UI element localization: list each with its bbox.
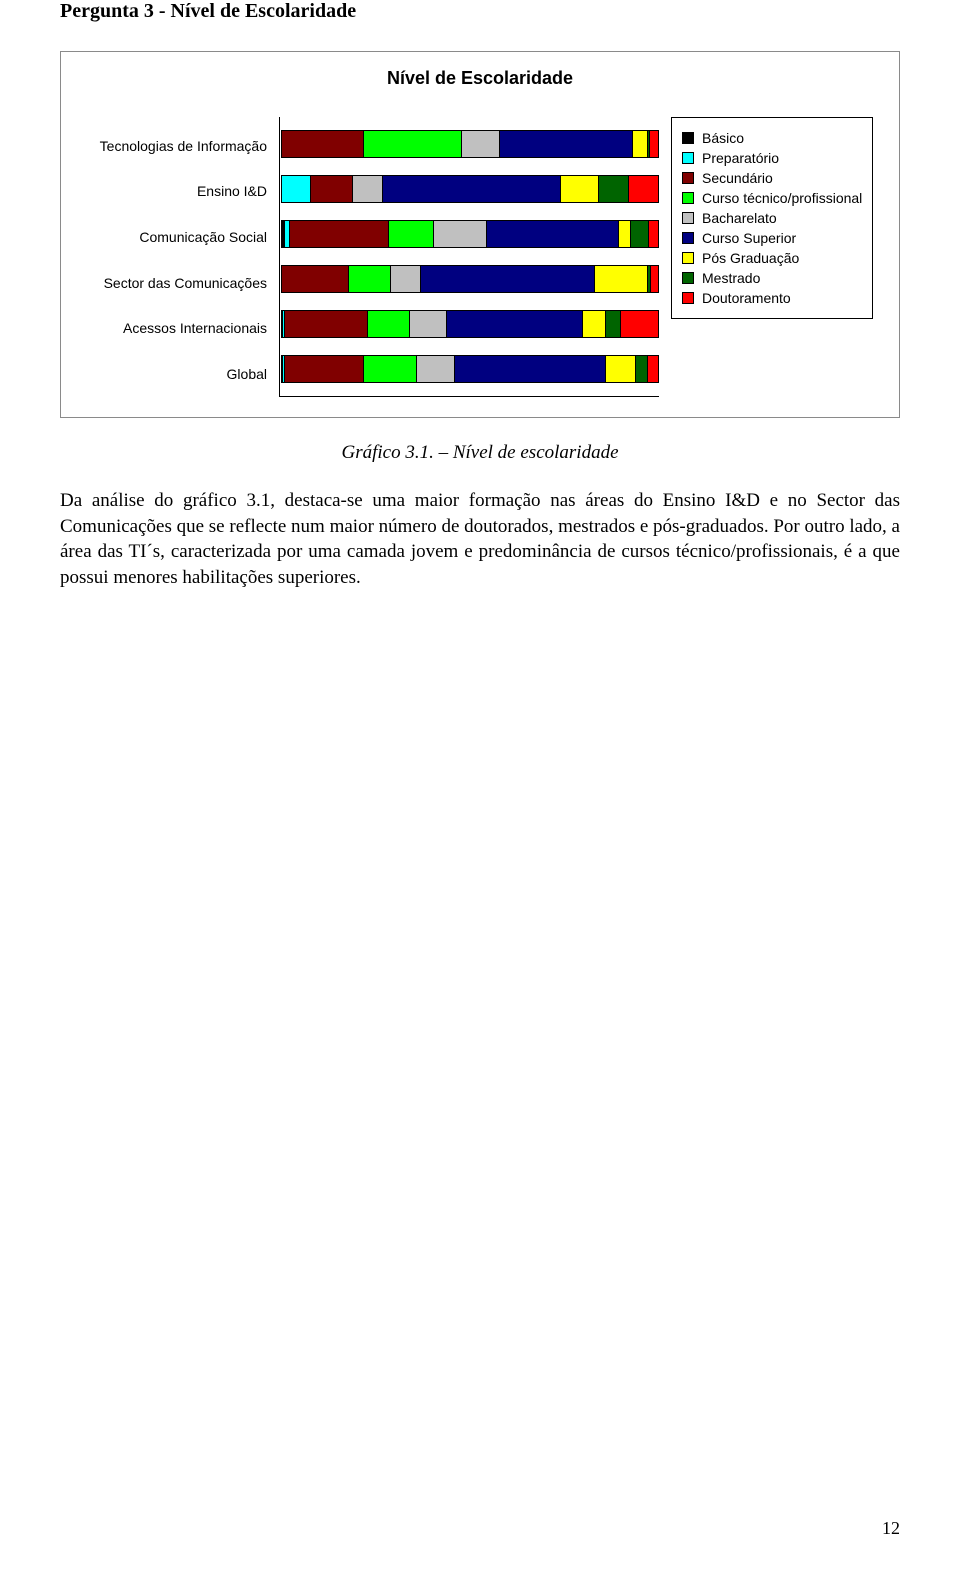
bar-segment [368,310,410,338]
legend-label: Curso técnico/profissional [702,190,862,206]
bar-row [281,175,659,203]
legend-swatch [682,132,694,144]
legend-label: Secundário [702,170,773,186]
legend-label: Preparatório [702,150,779,166]
bar-segment [281,130,364,158]
bar-row [281,220,659,248]
y-axis-label: Global [77,356,267,392]
bar-segment [383,175,561,203]
y-axis-label: Comunicação Social [77,219,267,255]
bar-segment [447,310,583,338]
bar-segment [636,355,647,383]
legend-item: Preparatório [682,150,862,166]
bar-segment [606,310,621,338]
bar-segment [285,310,368,338]
bar-segment [455,355,606,383]
analysis-paragraph: Da análise do gráfico 3.1, destaca-se um… [60,488,900,591]
chart-legend: Básico Preparatório Secundário Curso técnic… [671,117,873,319]
y-axis-label: Sector das Comunicações [77,265,267,301]
section-heading: Pergunta 3 - Nível de Escolaridade [60,0,900,23]
chart-caption: Gráfico 3.1. – Nível de escolaridade [60,442,900,464]
bar-segment [311,175,353,203]
bar-segment [631,220,650,248]
bar-row [281,130,659,158]
bar-row [281,265,659,293]
legend-item: Curso Superior [682,230,862,246]
bar-row [281,310,659,338]
legend-label: Curso Superior [702,230,796,246]
bar-segment [462,130,500,158]
bar-segment [285,355,364,383]
chart-bars [279,117,659,397]
chart-title: Nível de Escolaridade [77,68,883,89]
y-axis-label: Tecnologias de Informação [77,128,267,164]
bar-row [281,355,659,383]
legend-item: Doutoramento [682,290,862,306]
legend-swatch [682,212,694,224]
legend-label: Básico [702,130,744,146]
bar-segment [629,175,659,203]
bar-segment [633,130,648,158]
bar-segment [389,220,434,248]
bar-segment [651,265,659,293]
bar-segment [290,220,388,248]
bar-segment [391,265,421,293]
page-number: 12 [882,1518,900,1539]
bar-segment [583,310,606,338]
legend-item: Básico [682,130,862,146]
bar-segment [595,265,648,293]
bar-segment [434,220,487,248]
legend-swatch [682,232,694,244]
bar-segment [349,265,391,293]
y-axis-label: Ensino I&D [77,173,267,209]
legend-swatch [682,192,694,204]
legend-item: Bacharelato [682,210,862,226]
legend-swatch [682,152,694,164]
legend-item: Curso técnico/profissional [682,190,862,206]
bar-segment [487,220,619,248]
legend-item: Pós Graduação [682,250,862,266]
chart-y-axis-labels: Tecnologias de Informação Ensino I&D Comun… [77,117,267,397]
bar-segment [648,355,659,383]
bar-segment [619,220,630,248]
legend-item: Secundário [682,170,862,186]
bar-segment [281,265,349,293]
bar-segment [353,175,383,203]
bar-segment [621,310,659,338]
legend-item: Mestrado [682,270,862,286]
bar-segment [599,175,629,203]
legend-swatch [682,272,694,284]
bar-segment [421,265,595,293]
bar-segment [281,175,311,203]
bar-segment [417,355,455,383]
legend-label: Pós Graduação [702,250,799,266]
bar-segment [649,220,658,248]
legend-label: Bacharelato [702,210,777,226]
chart-container: Nível de Escolaridade Tecnologias de Inf… [60,51,900,418]
bar-segment [364,355,417,383]
bar-segment [561,175,599,203]
bar-segment [606,355,636,383]
bar-segment [500,130,632,158]
legend-swatch [682,172,694,184]
bar-segment [650,130,659,158]
legend-label: Doutoramento [702,290,791,306]
legend-swatch [682,292,694,304]
legend-label: Mestrado [702,270,760,286]
bar-segment [410,310,448,338]
y-axis-label: Acessos Internacionais [77,310,267,346]
bar-segment [364,130,462,158]
legend-swatch [682,252,694,264]
